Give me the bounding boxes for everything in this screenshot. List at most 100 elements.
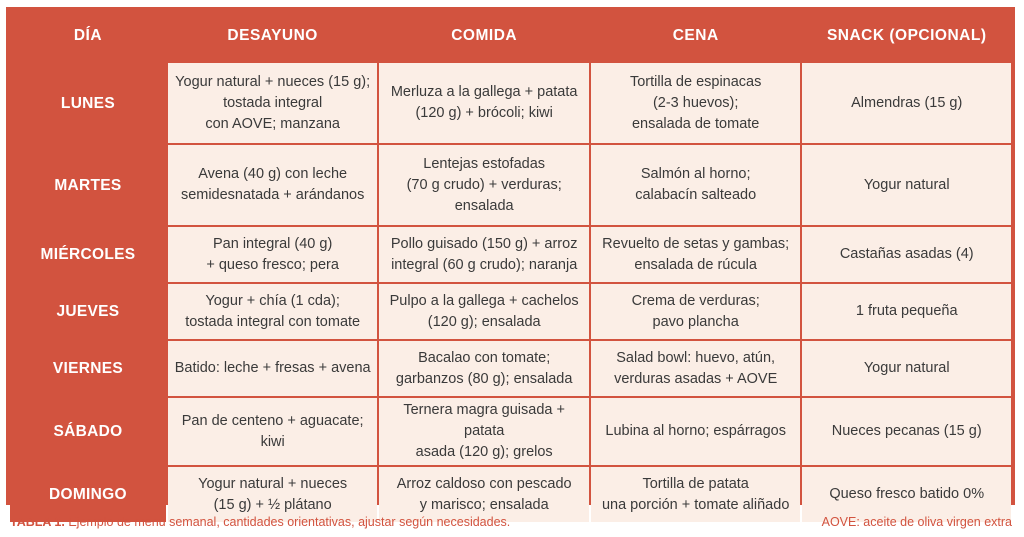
snack-line: Almendras (15 g) xyxy=(851,94,963,111)
caption-text: Ejemplo de menú semanal, cantidades orie… xyxy=(64,515,511,529)
comida-line: Pollo guisado (150 g) + arroz xyxy=(390,235,578,252)
comida-line: (120 g); ensalada xyxy=(427,313,541,330)
snack-line: Yogur natural xyxy=(863,176,950,193)
header-desayuno: DESAYUNO xyxy=(167,11,378,61)
menu-table-container: DÍA DESAYUNO COMIDA CENA SNACK (OPCIONAL… xyxy=(6,7,1015,522)
comida-line: Arroz caldoso con pescado xyxy=(396,475,572,492)
day-cell: SÁBADO xyxy=(10,398,166,465)
comida-line: integral (60 g crudo); naranja xyxy=(391,256,578,273)
snack-cell: Yogur natural xyxy=(802,145,1011,225)
snack-line: Queso fresco batido 0% xyxy=(829,486,985,502)
comida-cell: Pollo guisado (150 g) + arroz integral (6… xyxy=(379,227,589,282)
snack-cell: Queso fresco batido 0% xyxy=(802,467,1011,522)
cena-line: Lubina al horno; espárragos xyxy=(605,423,786,439)
desayuno-line: con AOVE; manzana xyxy=(205,115,340,132)
cena-line: Salad bowl: huevo, atún, xyxy=(616,349,776,366)
desayuno-line: (15 g) + ½ plátano xyxy=(213,496,332,513)
comida-line: Pulpo a la gallega + cachelos xyxy=(389,292,579,309)
comida-cell: Pulpo a la gallega + cachelos (120 g); en… xyxy=(379,284,589,339)
comida-cell: Arroz caldoso con pescado y marisco; ensa… xyxy=(379,467,589,522)
comida-line: Lentejas estofadas xyxy=(423,155,546,172)
day-cell: DOMINGO xyxy=(10,467,166,522)
cena-line: ensalada de rúcula xyxy=(634,256,757,273)
comida-line: y marisco; ensalada xyxy=(419,496,549,513)
snack-line: Yogur natural xyxy=(863,360,950,376)
desayuno-line: Pan de centeno + aguacate; xyxy=(181,412,364,429)
desayuno-cell: Yogur natural + nueces (15 g) + ½ plátano xyxy=(167,467,378,522)
table-row: LUNES Yogur natural + nueces (15 g); tosta… xyxy=(10,63,1011,143)
comida-line: garbanzos (80 g); ensalada xyxy=(395,370,573,387)
snack-cell: 1 fruta pequeña xyxy=(802,284,1011,339)
table-row: MARTES Avena (40 g) con leche semidesnatad… xyxy=(10,145,1011,225)
cena-cell: Salad bowl: huevo, atún, verduras asadas … xyxy=(590,341,801,396)
snack-line: Nueces pecanas (15 g) xyxy=(831,423,982,439)
snack-cell: Nueces pecanas (15 g) xyxy=(802,398,1011,465)
cena-line: pavo plancha xyxy=(652,313,739,330)
cena-line: (2-3 huevos); xyxy=(652,94,739,111)
comida-line: Bacalao con tomate; xyxy=(418,349,551,366)
cena-line: Revuelto de setas y gambas; xyxy=(602,235,790,252)
table-row: DOMINGO Yogur natural + nueces (15 g) + ½ … xyxy=(10,467,1011,522)
header-snack: SNACK (OPCIONAL) xyxy=(802,11,1011,61)
day-cell: VIERNES xyxy=(10,341,166,396)
comida-line: (120 g) + brócoli; kiwi xyxy=(415,105,553,121)
desayuno-line: Batido: leche + fresas + avena xyxy=(174,360,371,376)
desayuno-cell: Yogur natural + nueces (15 g); tostada in… xyxy=(167,63,378,143)
comida-line: asada (120 g); grelos xyxy=(415,444,553,460)
desayuno-line: Pan integral (40 g) xyxy=(213,235,333,252)
desayuno-line: Avena (40 g) con leche xyxy=(198,166,348,182)
header-dia: DÍA xyxy=(10,11,166,61)
snack-line: Castañas asadas (4) xyxy=(839,246,974,262)
desayuno-cell: Avena (40 g) con leche semidesnatada + ar… xyxy=(167,145,378,225)
desayuno-line: semidesnatada + arándanos xyxy=(180,187,365,203)
desayuno-line: tostada integral con tomate xyxy=(185,313,361,330)
cena-line: Tortilla de patata xyxy=(642,475,749,492)
desayuno-line: Yogur + chía (1 cda); xyxy=(205,292,340,309)
comida-cell: Bacalao con tomate; garbanzos (80 g); ens… xyxy=(379,341,589,396)
desayuno-line: kiwi xyxy=(260,433,285,450)
abbreviation-note: AOVE: aceite de oliva virgen extra xyxy=(821,515,1012,529)
cena-cell: Tortilla de patata una porción + tomate a… xyxy=(590,467,801,522)
table-row: VIERNES Batido: leche + fresas + avena Bac… xyxy=(10,341,1011,396)
weekly-menu-table: DÍA DESAYUNO COMIDA CENA SNACK (OPCIONAL… xyxy=(8,9,1013,524)
cena-cell: Revuelto de setas y gambas; ensalada de r… xyxy=(590,227,801,282)
day-cell: MIÉRCOLES xyxy=(10,227,166,282)
caption-label: TABLA 1. xyxy=(10,515,65,529)
desayuno-cell: Yogur + chía (1 cda); tostada integral co… xyxy=(167,284,378,339)
cena-line: Crema de verduras; xyxy=(631,292,760,309)
snack-cell: Castañas asadas (4) xyxy=(802,227,1011,282)
comida-cell: Lentejas estofadas (70 g crudo) + verdura… xyxy=(379,145,589,225)
comida-cell: Merluza a la gallega + patata (120 g) + b… xyxy=(379,63,589,143)
cena-cell: Tortilla de espinacas (2-3 huevos); ensala… xyxy=(590,63,801,143)
table-row: MIÉRCOLES Pan integral (40 g) + queso fres… xyxy=(10,227,1011,282)
cena-line: Salmón al horno; xyxy=(640,166,751,182)
comida-line: Ternera magra guisada + patata xyxy=(403,402,565,439)
desayuno-cell: Pan integral (40 g) + queso fresco; pera xyxy=(167,227,378,282)
desayuno-cell: Batido: leche + fresas + avena xyxy=(167,341,378,396)
snack-cell: Almendras (15 g) xyxy=(802,63,1011,143)
table-header-row: DÍA DESAYUNO COMIDA CENA SNACK (OPCIONAL… xyxy=(10,11,1011,61)
table-row: SÁBADO Pan de centeno + aguacate; kiwi Tern… xyxy=(10,398,1011,465)
day-cell: JUEVES xyxy=(10,284,166,339)
table-row: JUEVES Yogur + chía (1 cda); tostada integ… xyxy=(10,284,1011,339)
cena-line: calabacín salteado xyxy=(635,187,757,203)
desayuno-cell: Pan de centeno + aguacate; kiwi xyxy=(167,398,378,465)
header-comida: COMIDA xyxy=(379,11,589,61)
comida-line: ensalada xyxy=(454,197,514,214)
header-cena: CENA xyxy=(590,11,801,61)
cena-cell: Salmón al horno; calabacín salteado xyxy=(590,145,801,225)
cena-line: ensalada de tomate xyxy=(631,115,760,132)
snack-cell: Yogur natural xyxy=(802,341,1011,396)
cena-line: una porción + tomate aliñado xyxy=(601,496,790,513)
desayuno-line: Yogur natural + nueces (15 g); xyxy=(175,73,371,90)
cena-line: Tortilla de espinacas xyxy=(629,73,762,90)
cena-cell: Lubina al horno; espárragos xyxy=(590,398,801,465)
desayuno-line: tostada integral xyxy=(223,94,323,111)
cena-cell: Crema de verduras; pavo plancha xyxy=(590,284,801,339)
comida-line: Merluza a la gallega + patata xyxy=(390,84,578,100)
day-cell: MARTES xyxy=(10,145,166,225)
desayuno-line: Yogur natural + nueces xyxy=(198,475,348,492)
comida-line: (70 g crudo) + verduras; xyxy=(406,176,562,193)
comida-cell: Ternera magra guisada + patata asada (120… xyxy=(379,398,589,465)
day-cell: LUNES xyxy=(10,63,166,143)
